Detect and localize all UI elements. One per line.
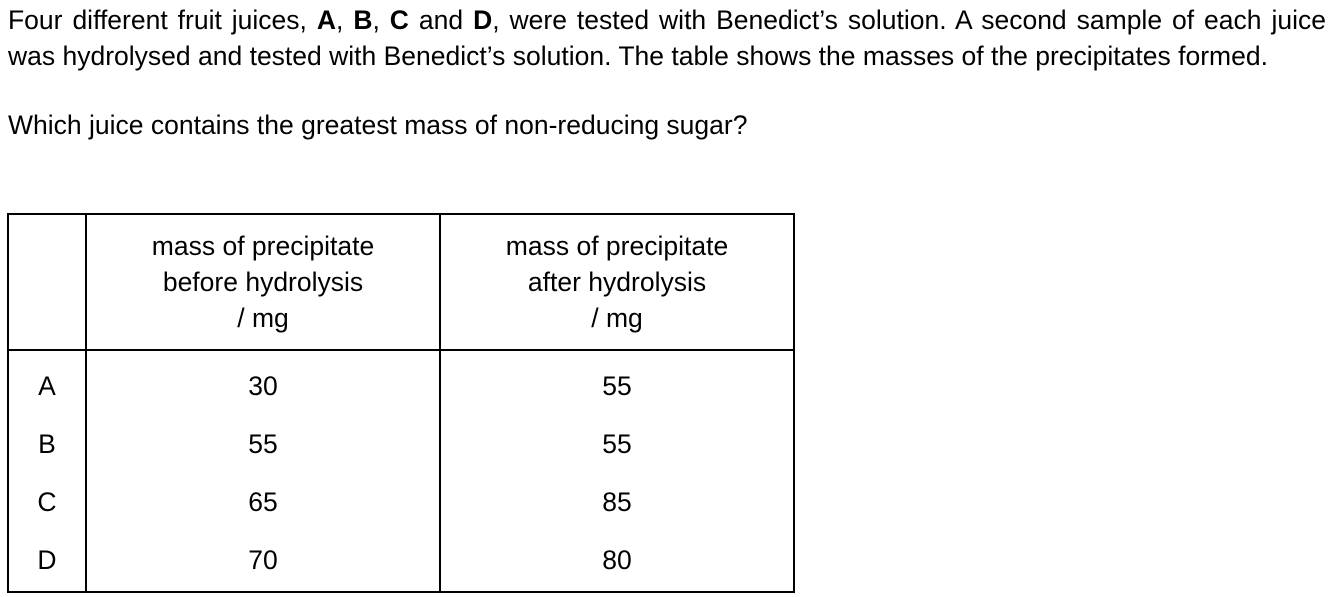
header-before-unit: / mg [237,303,289,333]
juice-letter-a: A [316,5,336,35]
question-text: Four different fruit juices, A, B, C and… [8,2,1326,143]
mass-after-value: 80 [439,531,795,593]
juice-letter-d: D [473,5,493,35]
table-row: C 65 85 [7,473,795,531]
mass-after-value: 55 [439,415,795,473]
header-before-hydrolysis: mass of precipitate before hydrolysis / … [85,213,441,351]
juice-letter-b: B [353,5,373,35]
row-label: A [7,350,87,415]
header-before-line2: before hydrolysis [162,267,364,297]
table-row: A 30 55 [7,350,795,415]
question-intro: Four different fruit juices, A, B, C and… [8,2,1326,74]
row-label: C [7,473,87,531]
question-prompt: Which juice contains the greatest mass o… [8,110,748,140]
row-label: D [7,531,87,593]
mass-before-value: 30 [85,350,441,415]
header-after-unit: / mg [591,303,643,333]
intro-separator: , [372,5,390,35]
mass-after-value: 55 [439,350,795,415]
mass-after-value: 85 [439,473,795,531]
header-after-line1: mass of precipitate [505,231,729,261]
header-after-hydrolysis: mass of precipitate after hydrolysis / m… [439,213,795,351]
intro-separator: and [408,5,474,35]
table-header-row: mass of precipitate before hydrolysis / … [7,213,795,351]
intro-text-start: Four different fruit juices, [8,5,317,35]
row-label: B [7,415,87,473]
mass-before-value: 70 [85,531,441,593]
header-before-line1: mass of precipitate [151,231,375,261]
header-label-cell [7,213,87,351]
mass-before-value: 55 [85,415,441,473]
intro-text-end: , were tested with Benedict’s solution. … [8,5,1326,71]
header-after-line2: after hydrolysis [527,267,707,297]
intro-separator: , [336,5,354,35]
precipitate-table: mass of precipitate before hydrolysis / … [7,213,795,593]
mass-before-value: 65 [85,473,441,531]
juice-letter-c: C [389,5,409,35]
table-row: B 55 55 [7,415,795,473]
table-row: D 70 80 [7,531,795,593]
